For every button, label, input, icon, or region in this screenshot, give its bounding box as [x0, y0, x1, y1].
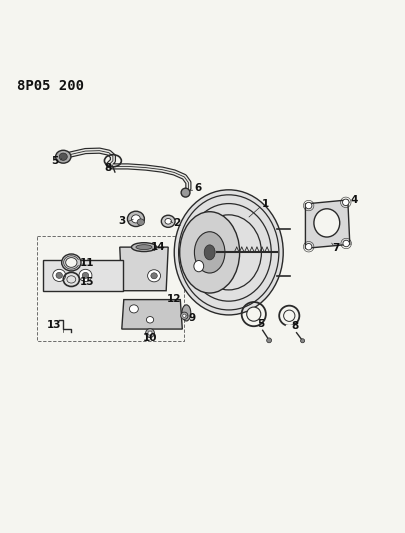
- Text: 1: 1: [262, 199, 269, 209]
- Polygon shape: [120, 247, 168, 290]
- Ellipse shape: [128, 211, 144, 227]
- Ellipse shape: [145, 329, 154, 337]
- Ellipse shape: [161, 215, 175, 228]
- Ellipse shape: [266, 338, 271, 343]
- Text: 11: 11: [80, 259, 95, 268]
- Ellipse shape: [247, 307, 261, 321]
- Text: 12: 12: [167, 294, 181, 304]
- Ellipse shape: [194, 232, 225, 273]
- Ellipse shape: [151, 273, 157, 279]
- Text: 8: 8: [291, 321, 298, 331]
- Ellipse shape: [130, 305, 139, 313]
- Text: 7: 7: [332, 244, 339, 253]
- Ellipse shape: [66, 257, 77, 268]
- Ellipse shape: [181, 312, 188, 319]
- Ellipse shape: [181, 188, 190, 197]
- Ellipse shape: [146, 317, 153, 323]
- Ellipse shape: [204, 245, 215, 260]
- Text: 8: 8: [104, 163, 111, 173]
- Text: 13: 13: [47, 320, 61, 330]
- Ellipse shape: [314, 209, 340, 237]
- Text: 14: 14: [151, 242, 165, 252]
- Ellipse shape: [343, 199, 349, 206]
- Text: 5: 5: [258, 319, 264, 329]
- Ellipse shape: [147, 270, 160, 282]
- Ellipse shape: [132, 243, 156, 252]
- Ellipse shape: [183, 314, 186, 317]
- Text: 5: 5: [51, 156, 58, 166]
- Text: 2: 2: [173, 218, 180, 228]
- Ellipse shape: [305, 203, 312, 209]
- Ellipse shape: [343, 240, 350, 247]
- Text: 4: 4: [350, 195, 358, 205]
- Ellipse shape: [55, 150, 71, 163]
- Ellipse shape: [132, 215, 141, 223]
- Text: 9: 9: [188, 313, 195, 323]
- Text: 15: 15: [80, 277, 95, 287]
- Ellipse shape: [136, 245, 152, 249]
- Ellipse shape: [148, 331, 152, 335]
- Text: 3: 3: [118, 216, 126, 227]
- Ellipse shape: [284, 310, 295, 321]
- Ellipse shape: [182, 305, 191, 321]
- Ellipse shape: [180, 212, 240, 293]
- Ellipse shape: [59, 153, 67, 160]
- Ellipse shape: [62, 254, 81, 271]
- Ellipse shape: [165, 219, 171, 224]
- Ellipse shape: [301, 339, 305, 343]
- Ellipse shape: [137, 219, 144, 225]
- Ellipse shape: [174, 190, 283, 315]
- Text: 8P05 200: 8P05 200: [17, 79, 84, 93]
- Ellipse shape: [79, 269, 92, 281]
- Polygon shape: [305, 200, 350, 248]
- Ellipse shape: [53, 269, 66, 281]
- Ellipse shape: [82, 272, 89, 278]
- Ellipse shape: [194, 261, 204, 272]
- Text: 6: 6: [194, 183, 201, 193]
- Text: 10: 10: [143, 333, 157, 343]
- Ellipse shape: [56, 272, 62, 278]
- Polygon shape: [43, 260, 123, 290]
- Ellipse shape: [305, 244, 312, 250]
- Polygon shape: [122, 300, 182, 329]
